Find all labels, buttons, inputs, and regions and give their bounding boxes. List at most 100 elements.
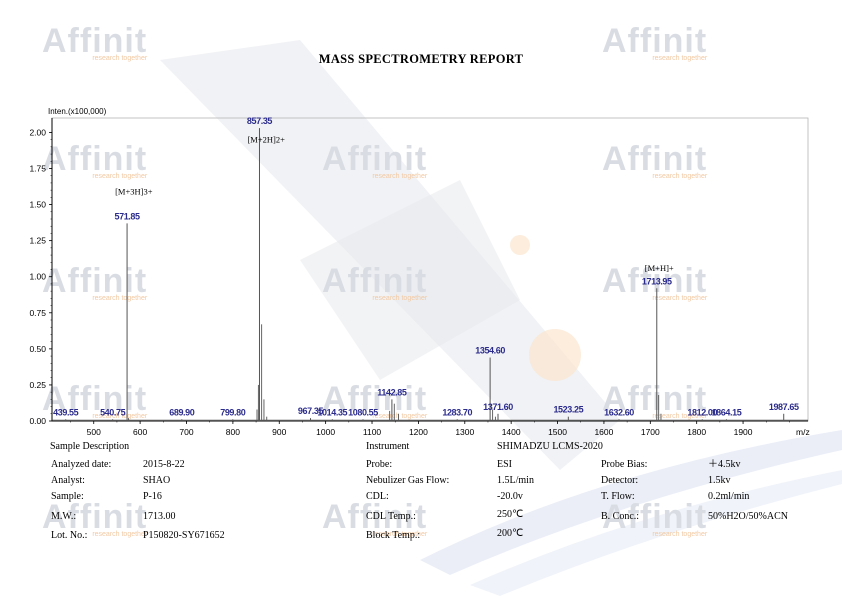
detector-value: 0.2ml/min	[708, 491, 750, 502]
instrument-value: 1.5L/min	[497, 475, 534, 486]
chart-marks: 439.55 540.75 571.85 689.90 799.80 857.35 967.…	[52, 116, 808, 421]
peak-label: 439.55	[53, 407, 79, 417]
sample-value: P-16	[143, 491, 162, 502]
peak-label: 1987.65	[769, 402, 799, 412]
peak-label: 1713.95	[642, 276, 672, 286]
watermark-logo: Affinit research together	[602, 498, 708, 538]
instrument-value: 200℃	[497, 528, 524, 539]
x-axis-label: m/z	[796, 427, 810, 437]
ion-annotation: [M+3H]3+	[115, 186, 153, 196]
peak-label: 1142.85	[377, 387, 407, 397]
x-tick-label: 1100	[363, 427, 382, 437]
x-tick-label: 1000	[316, 427, 335, 437]
detector-value: 50%H2O/50%ACN	[708, 511, 788, 522]
x-tick-label: 800	[226, 427, 240, 437]
sample-label: Lot. No.:	[51, 530, 88, 541]
y-tick-label: 1.00	[29, 272, 46, 282]
sample-label: Analyzed date:	[51, 459, 112, 470]
peak-label: 967.35	[298, 406, 324, 416]
watermark-wave-2	[470, 470, 842, 596]
x-tick-label: 1400	[502, 427, 521, 437]
x-tick-label: 900	[272, 427, 286, 437]
sample-value: 2015-8-22	[143, 459, 185, 470]
watermark-logo: Affinit research together	[42, 22, 148, 62]
peak-label: 1523.25	[553, 405, 583, 415]
y-tick-label: 2.00	[29, 127, 46, 137]
sample-value: P150820-SY671652	[143, 530, 225, 541]
peak-label: 1354.60	[475, 346, 505, 356]
y-tick-label: 0.25	[29, 380, 46, 390]
plot-frame	[51, 117, 809, 422]
y-tick-label: 1.25	[29, 236, 46, 246]
x-tick-label: 1900	[734, 427, 753, 437]
x-tick-label: 700	[179, 427, 193, 437]
x-tick-label: 1300	[455, 427, 474, 437]
watermark-logo: Affinit research together	[322, 262, 428, 302]
watermark-logo: Affinit research together	[322, 498, 428, 538]
peak-label: 1864.15	[712, 407, 742, 417]
x-tick-label: 1800	[687, 427, 706, 437]
detector-label: T. Flow:	[601, 491, 635, 502]
instrument-label: CDL:	[366, 491, 389, 502]
x-tick-label: 1500	[548, 427, 567, 437]
x-tick-label: 1200	[409, 427, 428, 437]
watermark-logo: Affinit research together	[602, 380, 708, 420]
instrument-value: 250℃	[497, 509, 524, 520]
watermark-wave	[420, 430, 842, 575]
watermark-logo: Affinit research together	[42, 140, 148, 180]
report-title: MASS SPECTROMETRY REPORT	[318, 52, 524, 66]
mass-spectrum-chart: 0.00 0.25 0.50 0.75 1.00 1.25 1.50 1.75 2.00 500 6…	[29, 107, 809, 437]
watermark-logo: Affinit research together	[42, 380, 148, 420]
instrument-value: ESI	[497, 459, 512, 470]
watermark-logo: Affinit research together	[602, 262, 708, 302]
peak-label: 1371.60	[483, 402, 513, 412]
y-tick-label: 0.00	[29, 416, 46, 426]
watermark-logo: Affinit research together	[602, 140, 708, 180]
sample-label: Sample:	[51, 491, 84, 502]
instrument-value: -20.0v	[497, 491, 523, 502]
peak-label: 1283.70	[442, 407, 472, 417]
peak-label: 540.75	[100, 407, 126, 417]
watermark-logo: Affinit research together	[42, 262, 148, 302]
x-tick-label: 500	[87, 427, 101, 437]
peak-label: 857.35	[247, 116, 273, 126]
x-tick-label: 1600	[594, 427, 613, 437]
y-tick-label: 1.75	[29, 164, 46, 174]
peak-label: 689.90	[169, 407, 195, 417]
detector-label: Detector:	[601, 475, 639, 486]
ion-annotation: [M+2H]2+	[247, 135, 285, 145]
peak-label: 1014.35	[317, 407, 347, 417]
ion-annotation: [M+H]+	[645, 263, 674, 273]
detector-label: Probe Bias:	[601, 459, 648, 470]
peak-label: 1080.55	[348, 407, 378, 417]
sample-label: M.W.:	[51, 511, 77, 522]
watermark-swoosh-2	[300, 180, 520, 380]
x-tick-label: 1700	[641, 427, 660, 437]
instrument-label: Probe:	[366, 459, 393, 470]
watermark-circle	[529, 329, 581, 381]
chart-axes: 0.00 0.25 0.50 0.75 1.00 1.25 1.50 1.75 2.00 500 6…	[29, 107, 809, 437]
watermark-circle-2	[510, 235, 530, 255]
y-tick-label: 1.50	[29, 200, 46, 210]
watermark-logo: Affinit research together	[42, 498, 148, 538]
y-tick-label: 0.50	[29, 344, 46, 354]
sample-value: SHAO	[143, 475, 171, 486]
watermark-logo: Affinit research together	[322, 140, 428, 180]
detector-label: B. Conc.:	[601, 511, 640, 522]
instrument-model: SHIMADZU LCMS-2020	[497, 441, 603, 452]
y-tick-label: 0.75	[29, 308, 46, 318]
y-axis-label: Inten.(x100,000)	[48, 107, 107, 116]
watermark-logo: Affinit research together	[322, 380, 428, 420]
instrument-label: CDL Temp.:	[366, 511, 416, 522]
x-tick-label: 600	[133, 427, 147, 437]
watermark-logo: Affinit research together	[602, 22, 708, 62]
instrument-header: Instrument	[366, 441, 410, 452]
peak-label: 799.80	[220, 407, 246, 417]
peak-label: 1812.00	[687, 407, 717, 417]
peak-label: 1632.60	[604, 407, 634, 417]
sample-value: 1713.00	[143, 511, 176, 522]
detector-value: 1.5kv	[708, 475, 731, 486]
sample-description-header: Sample Description	[50, 441, 130, 452]
instrument-label: Block Temp.:	[366, 530, 421, 541]
